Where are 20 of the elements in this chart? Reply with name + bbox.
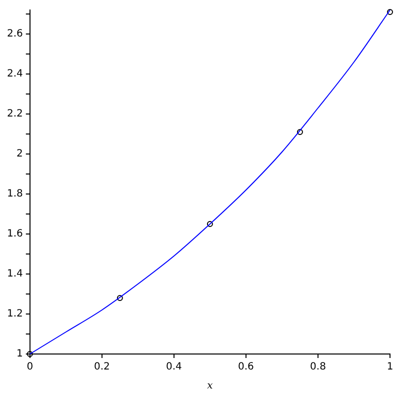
y-tick-label: 1.6: [6, 228, 23, 240]
y-tick-label: 1.2: [6, 308, 23, 320]
point: [296, 129, 303, 135]
x-axis-title: x: [207, 380, 214, 392]
x-tick-label: 0.2: [94, 362, 110, 373]
y-tick-label: 1: [16, 348, 23, 360]
point: [116, 295, 123, 301]
y-tick-label: 2.2: [6, 108, 23, 120]
y-tick-label: 2.6: [6, 28, 23, 40]
x-tick-label: 1: [386, 362, 394, 373]
x-tick-label: 0: [26, 362, 34, 373]
y-tick-label: 2: [16, 148, 23, 160]
point: [206, 221, 213, 227]
y-tick-label: 2.4: [6, 68, 23, 80]
x-tick-label: 0.6: [238, 362, 254, 373]
x-tick-label: 0.4: [166, 362, 182, 373]
y-tick-label: 1.4: [6, 268, 23, 280]
point: [387, 9, 393, 15]
x-tick-label: 0.8: [310, 362, 326, 373]
y-tick-label: 1.8: [6, 188, 23, 200]
